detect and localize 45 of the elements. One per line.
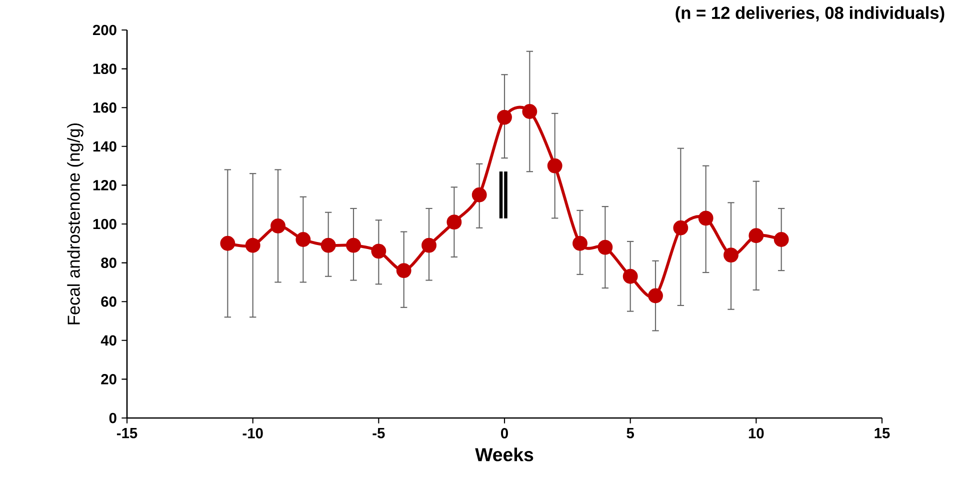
point (698, 210, 714, 226)
x-tick-label: 0 (501, 428, 508, 438)
x-tick-label: -10 (242, 428, 263, 438)
y-axis-title: Fecal androstenone (ng/g) (67, 123, 84, 324)
point (422, 238, 436, 253)
y-tick-label: 40 (100, 335, 116, 346)
point (748, 228, 764, 244)
point (346, 238, 361, 253)
y-tick-label: 140 (93, 141, 116, 152)
x-tick-label: -5 (372, 428, 385, 438)
point (220, 236, 236, 251)
point (774, 232, 789, 247)
y-tick-label: 180 (93, 64, 116, 74)
point (497, 110, 512, 125)
point (547, 158, 562, 174)
point (622, 268, 638, 284)
point (396, 263, 412, 278)
text: (n = 12 deliveries, 08 individuals) (676, 6, 944, 22)
y-tick-label: 100 (93, 218, 116, 230)
point (648, 288, 663, 304)
point (296, 232, 311, 247)
y-tick-label: 80 (101, 258, 116, 268)
point (522, 104, 538, 119)
y-tick-label: 60 (101, 296, 116, 307)
y-tick-label: 20 (101, 374, 116, 384)
y-tick-label: 200 (92, 24, 116, 36)
annotation: ‖ (499, 171, 508, 218)
x-tick-label: 5 (626, 428, 634, 438)
x-tick-label: 10 (748, 428, 764, 438)
point (472, 187, 487, 202)
point (371, 244, 386, 259)
x-tick-label: -15 (116, 428, 138, 438)
y-tick-label: 120 (93, 180, 116, 190)
y-tick-label: 0 (109, 412, 116, 424)
point (673, 220, 688, 236)
y-tick-label: 160 (93, 102, 116, 113)
x-axis-title: Weeks (475, 448, 534, 462)
point (446, 214, 462, 230)
point (270, 218, 286, 234)
point (320, 238, 336, 253)
point (245, 238, 260, 253)
point (572, 236, 588, 251)
point (598, 240, 613, 255)
x-tick-label: 15 (874, 428, 890, 438)
point (724, 248, 738, 263)
